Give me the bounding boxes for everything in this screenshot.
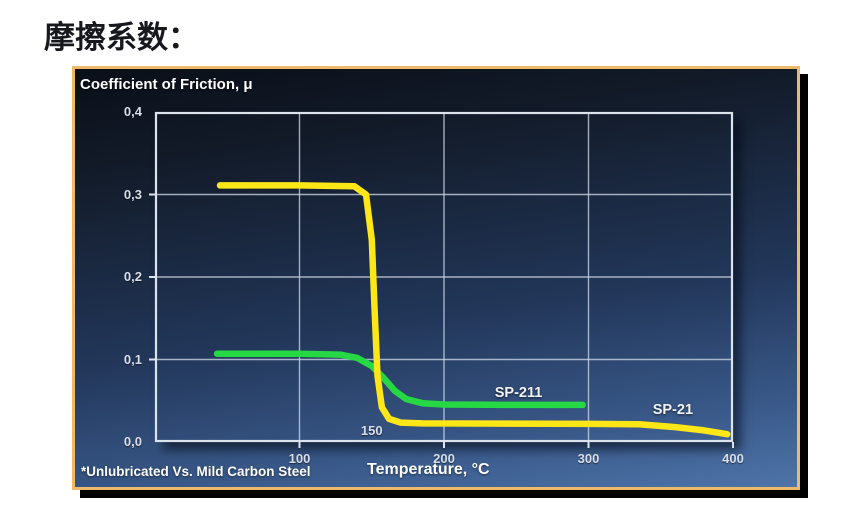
sp-211-line [213,350,586,409]
chart-canvas [149,111,734,448]
y-tick-label: 0,0 [123,434,142,449]
x-tick-label: 400 [722,451,744,466]
plot-area: 0,4 0,3 0,2 0,1 0,0 100 150 200 300 400 SP-211 SP-2… [124,104,744,466]
series-label-sp-211: SP-211 [494,385,543,402]
y-tick-label: 0,4 [123,104,142,119]
x-axis-title: Temperature, °C [367,461,490,478]
y-tick-label: 0,3 [123,186,142,202]
y-tick-label: 0,2 [123,269,142,284]
page-title: 摩擦系数： [44,20,199,55]
x-tick-label: 200 [433,451,455,466]
chart-footnote: *Unlubricated Vs. Mild Carbon Steel [81,464,311,479]
x-tick-label: 300 [577,451,600,466]
x-tick-label: 150 [360,423,383,438]
chart-header-title: Coefficient of Friction, μ [80,76,253,93]
series-label-sp-21: SP-21 [652,401,694,418]
y-tick-label: 0,1 [123,351,142,367]
chart-panel: Coefficient of Friction, μ 0,4 0,3 0,2 0,1 0… [72,66,800,490]
sp-21-line [216,182,731,438]
x-tick-label: 100 [288,451,311,466]
plot-frame [154,111,734,443]
